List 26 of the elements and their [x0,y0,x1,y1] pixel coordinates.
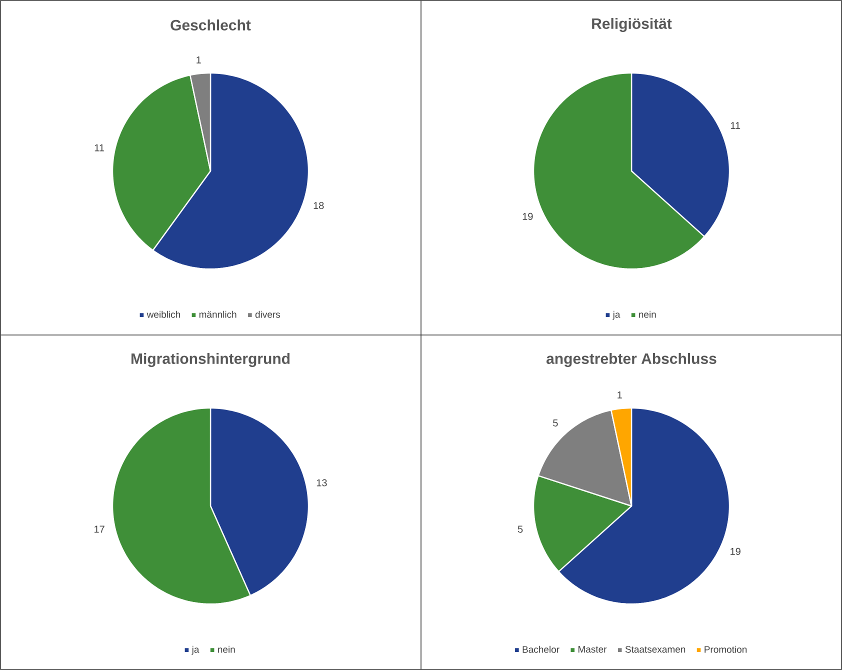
legend-label: Promotion [704,646,747,653]
data-label: 19 [522,212,533,220]
chart-title: angestrebter Abschluss [546,352,716,368]
legend-label: Master [578,646,607,653]
data-label: 5 [518,526,523,533]
data-label: 11 [94,144,104,152]
data-label: 17 [94,526,104,533]
data-label: 13 [316,479,327,486]
data-label: 19 [730,548,740,555]
data-label: 1 [196,56,201,64]
chart-title: Geschlecht [170,19,251,30]
legend-label: männlich [199,310,236,318]
legend-label: nein [639,310,656,318]
legend-label: ja [612,310,620,320]
legend-label: weiblich [146,310,180,318]
chart-title: Religiösität [592,18,672,32]
data-label: 5 [553,419,558,426]
legend-label: nein [218,646,235,653]
legend-label: Bachelor [522,646,560,653]
legend-label: divers [255,310,280,318]
data-label: 18 [314,202,324,210]
legend-label: Staatsexamen [625,646,686,653]
data-label: 1 [618,391,622,398]
legend-label: ja [192,646,200,655]
chart-title: Migrationshintergrund [132,352,290,368]
data-label: 11 [730,122,740,129]
